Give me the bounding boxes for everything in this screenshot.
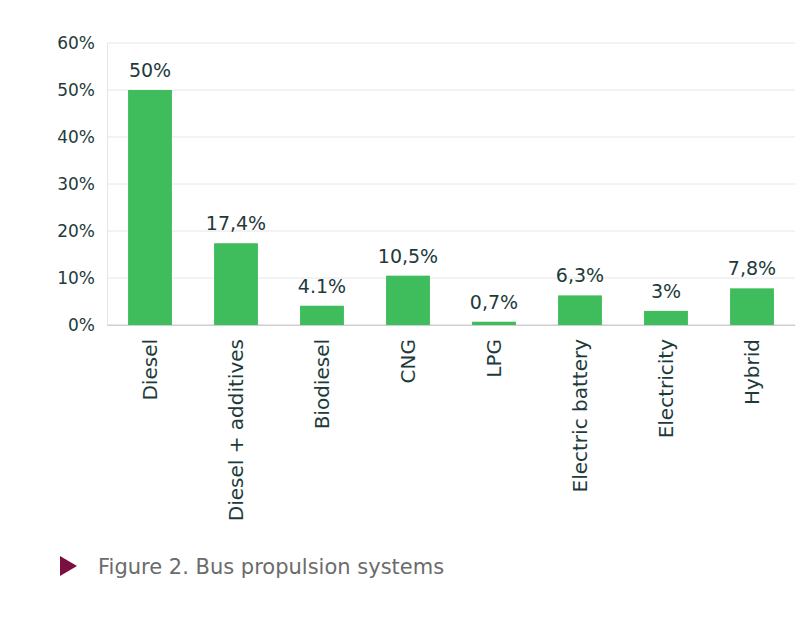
grid-line <box>107 90 795 91</box>
y-tick-label: 10% <box>57 268 95 288</box>
chart: 0% 10% 20% 30% 40% 50% 60% Diesel Diesel + addit… <box>0 0 810 618</box>
y-tick-label: 0% <box>68 315 95 335</box>
data-label: 4.1% <box>298 275 346 297</box>
data-label: 0,7% <box>470 291 518 313</box>
x-tick: Biodiesel <box>310 325 334 429</box>
grid-line <box>107 137 795 138</box>
data-label: 10,5% <box>378 245 438 267</box>
y-tick: 0% <box>68 315 107 335</box>
bar <box>644 311 688 325</box>
x-tick-label: Electricity <box>654 339 678 439</box>
data-label: 17,4% <box>206 212 266 234</box>
y-tick: 60% <box>57 33 107 53</box>
bar <box>558 295 602 325</box>
x-tick-label: Diesel <box>138 339 162 401</box>
x-tick: Diesel <box>138 325 162 401</box>
data-label: 6,3% <box>556 264 604 286</box>
data-label: 50% <box>129 59 171 81</box>
x-tick-label: Hybrid <box>740 339 764 405</box>
bar <box>128 90 172 325</box>
x-tick-label: Diesel + additives <box>224 339 248 521</box>
x-axis-line <box>108 325 796 326</box>
x-tick: CNG <box>396 325 420 383</box>
x-tick: Electricity <box>654 325 678 438</box>
x-tick: LPG <box>482 325 506 378</box>
x-tick-label: LPG <box>482 339 506 378</box>
y-tick-label: 50% <box>57 80 95 100</box>
grid-line <box>107 184 795 185</box>
y-tick: 50% <box>57 80 107 100</box>
caption: Figure 2. Bus propulsion systems <box>60 555 444 579</box>
bar <box>730 288 774 325</box>
bars <box>128 90 774 325</box>
y-tick: 30% <box>57 174 107 194</box>
data-label: 3% <box>651 280 681 302</box>
x-axis: Diesel Diesel + additives Biodiesel CNG LPG E… <box>108 325 796 521</box>
y-axis-line <box>107 44 108 326</box>
x-tick: Hybrid <box>740 325 764 405</box>
data-label: 7,8% <box>728 257 776 279</box>
caption-marker <box>60 556 77 576</box>
data-labels: 50% 17,4% 4.1% 10,5% 0,7% 6,3% 3% 7,8% <box>129 59 776 313</box>
y-tick: 20% <box>57 221 107 241</box>
title: Figure 2. Bus propulsion systems <box>98 555 444 579</box>
grid-line <box>107 325 795 326</box>
bar <box>386 276 430 325</box>
x-tick-label: Electric battery <box>568 339 592 493</box>
y-tick-label: 30% <box>57 174 95 194</box>
x-tick: Diesel + additives <box>224 325 248 521</box>
x-tick-label: Biodiesel <box>310 339 334 429</box>
x-tick-label: CNG <box>396 339 420 383</box>
y-tick: 40% <box>57 127 107 147</box>
y-axis: 0% 10% 20% 30% 40% 50% 60% <box>57 33 107 335</box>
bar <box>300 306 344 325</box>
y-tick-label: 60% <box>57 33 95 53</box>
y-tick-label: 40% <box>57 127 95 147</box>
grid <box>107 43 795 325</box>
y-tick: 10% <box>57 268 107 288</box>
bar <box>472 322 516 325</box>
bar <box>214 243 258 325</box>
y-tick-label: 20% <box>57 221 95 241</box>
grid-line <box>107 43 795 44</box>
grid-line <box>107 278 795 279</box>
x-tick: Electric battery <box>568 325 592 492</box>
